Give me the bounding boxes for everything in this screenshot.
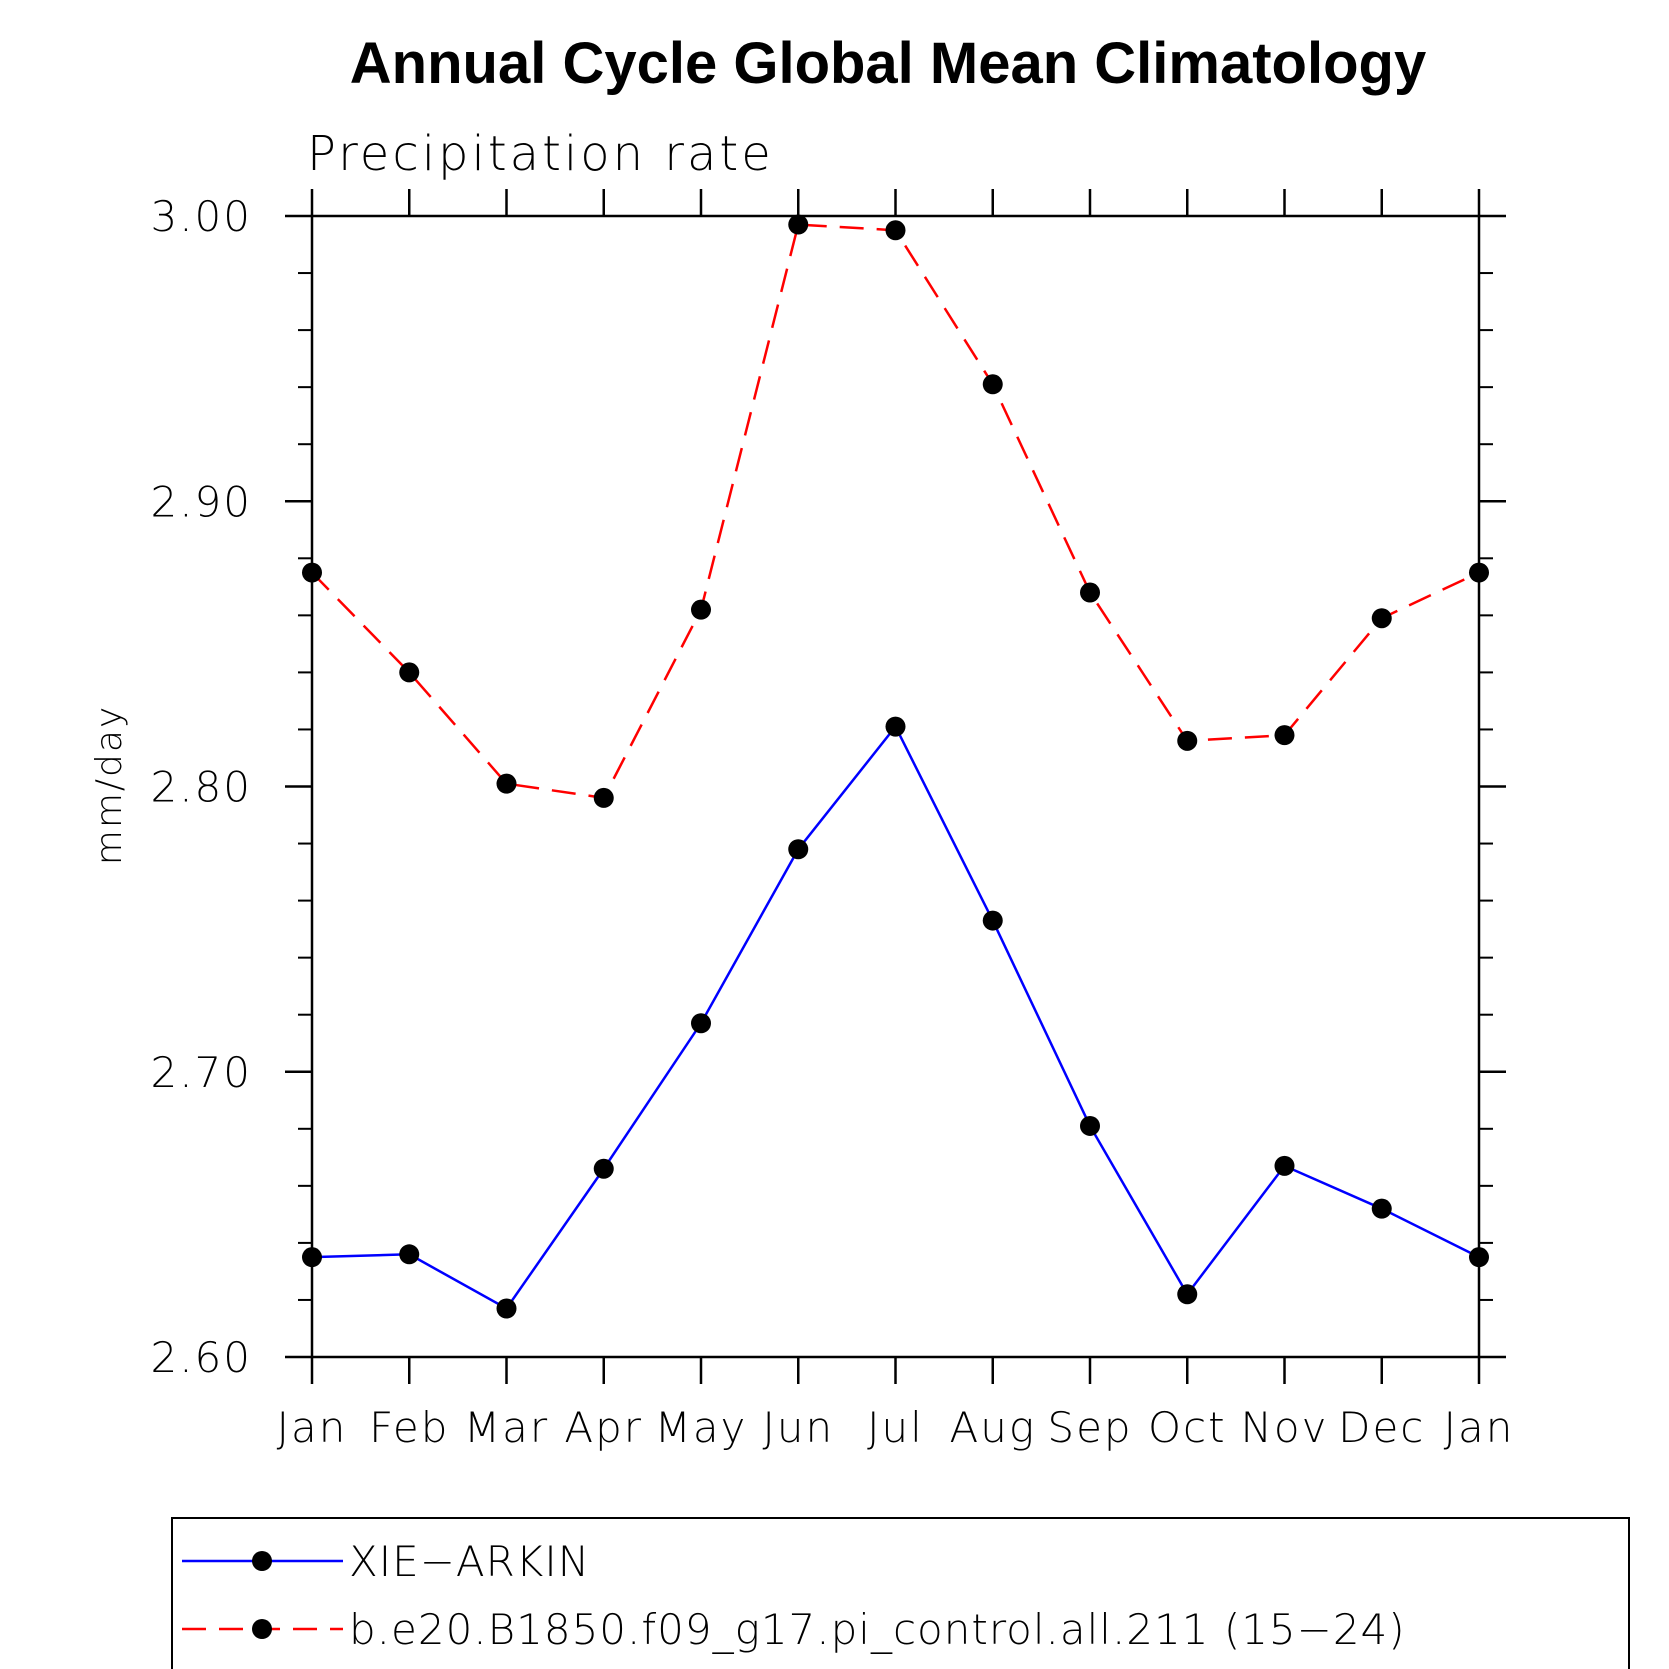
data-point bbox=[788, 839, 809, 860]
legend-marker bbox=[252, 1551, 272, 1571]
data-point bbox=[885, 220, 906, 241]
data-point bbox=[399, 662, 420, 683]
chart-subtitle: Precipitation rate bbox=[307, 126, 774, 182]
legend-marker bbox=[252, 1619, 272, 1639]
x-tick-label: Oct bbox=[1148, 1403, 1227, 1452]
legend-label: XIE−ARKIN bbox=[349, 1537, 590, 1586]
x-tick-label: May bbox=[655, 1403, 748, 1452]
legend-label: b.e20.B1850.f09_g17.pi_control.all.211 (… bbox=[349, 1605, 1406, 1654]
x-tick-label: Sep bbox=[1047, 1403, 1132, 1452]
series-layer bbox=[302, 214, 1489, 1319]
y-axis-label: mm/day bbox=[89, 705, 130, 865]
y-tick-label: 2.60 bbox=[150, 1333, 252, 1382]
y-tick-label: 2.80 bbox=[150, 763, 252, 812]
data-point bbox=[1371, 608, 1392, 629]
data-point bbox=[593, 787, 614, 808]
data-point bbox=[1177, 1284, 1198, 1305]
x-tick-label: Jun bbox=[762, 1403, 834, 1452]
x-tick-label: Feb bbox=[369, 1403, 449, 1452]
series-line bbox=[311, 223, 1480, 800]
data-point bbox=[302, 1247, 322, 1268]
data-point bbox=[593, 1158, 614, 1179]
legend: XIE−ARKIN b.e20.B1850.f09_g17.pi_control.… bbox=[171, 1517, 1630, 1669]
data-point bbox=[1080, 1115, 1100, 1136]
x-tick-label: Dec bbox=[1338, 1403, 1425, 1452]
series-1 bbox=[302, 716, 1489, 1319]
data-point bbox=[982, 910, 1003, 931]
data-point bbox=[982, 374, 1003, 395]
data-point bbox=[1371, 1198, 1392, 1219]
data-point bbox=[399, 1244, 420, 1265]
x-tick-label: Aug bbox=[949, 1403, 1036, 1452]
data-point bbox=[1469, 1247, 1489, 1268]
data-point bbox=[496, 1298, 517, 1319]
x-tick-label: Jan bbox=[1444, 1403, 1515, 1452]
data-point bbox=[496, 773, 517, 794]
axes: Jan Feb Mar Apr May Jun Jul Aug Sep Oct Nov Dec Jan 2… bbox=[150, 189, 1515, 1452]
data-point bbox=[885, 716, 906, 737]
data-point bbox=[691, 1013, 711, 1034]
data-point bbox=[1177, 730, 1198, 751]
data-point bbox=[691, 599, 711, 620]
x-tick-label: Nov bbox=[1241, 1403, 1329, 1452]
data-point bbox=[1274, 725, 1295, 746]
data-point bbox=[1274, 1155, 1295, 1176]
y-tick-label: 2.70 bbox=[150, 1048, 252, 1097]
legend-box bbox=[171, 1517, 1630, 1669]
y-tick-label: 3.00 bbox=[150, 192, 252, 241]
series-2 bbox=[302, 214, 1489, 808]
x-tick-label: Jan bbox=[277, 1403, 348, 1452]
chart-title: Annual Cycle Global Mean Climatology bbox=[350, 31, 1426, 96]
data-point bbox=[788, 214, 809, 235]
plot-frame bbox=[310, 214, 1481, 1359]
data-point bbox=[1469, 562, 1489, 583]
y-tick-label: 2.90 bbox=[150, 477, 252, 526]
data-point bbox=[302, 562, 322, 583]
series-line bbox=[311, 724, 1480, 1311]
x-tick-label: Jul bbox=[867, 1403, 924, 1452]
x-tick-label: Mar bbox=[464, 1403, 549, 1452]
x-tick-label: Apr bbox=[564, 1403, 643, 1452]
data-point bbox=[1080, 582, 1100, 603]
